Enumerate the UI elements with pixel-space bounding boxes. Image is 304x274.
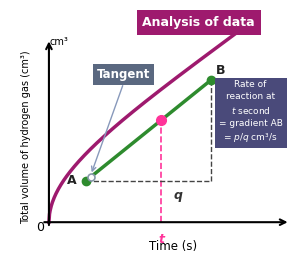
- Text: B: B: [216, 64, 225, 77]
- Text: Analysis of data: Analysis of data: [142, 16, 255, 29]
- Text: A: A: [67, 174, 76, 187]
- Text: t: t: [158, 233, 164, 246]
- Text: p: p: [217, 124, 226, 137]
- Text: cm³: cm³: [50, 37, 68, 47]
- Text: Total volume of hydrogen gas (cm³): Total volume of hydrogen gas (cm³): [22, 50, 32, 224]
- Text: Rate of
reaction at
$t$ second
= gradient AB
= $\mathit{p}$/$\mathit{q}$ cm³/s: Rate of reaction at $t$ second = gradien…: [219, 81, 282, 144]
- Text: Time (s): Time (s): [149, 240, 198, 253]
- Text: Tangent: Tangent: [97, 68, 150, 81]
- Text: 0: 0: [36, 221, 44, 234]
- Text: q: q: [174, 189, 183, 202]
